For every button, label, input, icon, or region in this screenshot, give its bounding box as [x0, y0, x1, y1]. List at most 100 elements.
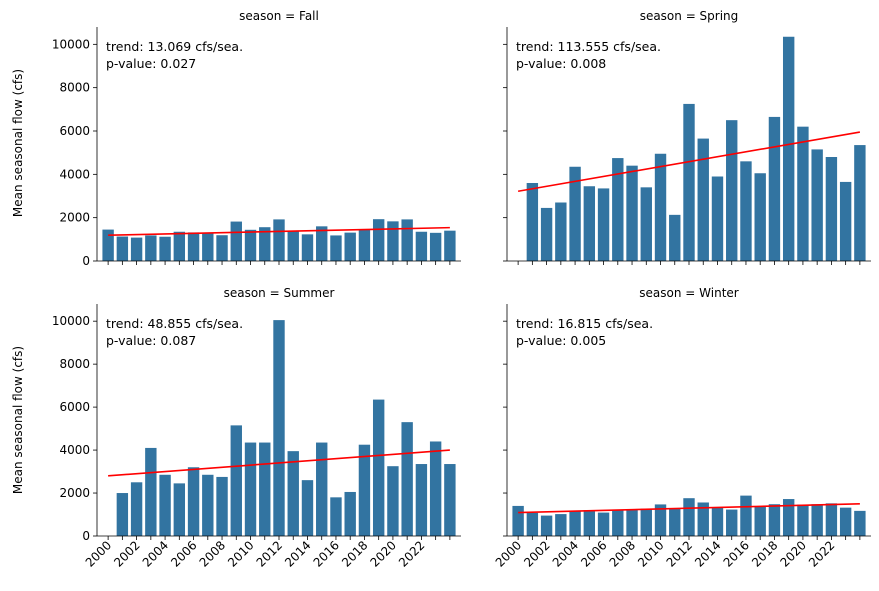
- panel-title: season = Winter: [639, 286, 739, 300]
- bar-2004: [159, 236, 171, 261]
- bar-2022: [825, 503, 838, 536]
- bar-2011: [259, 227, 271, 261]
- bar-2015: [316, 442, 328, 536]
- bar-2015: [316, 226, 328, 261]
- bar-2006: [597, 512, 610, 536]
- bar-2009: [230, 425, 242, 536]
- bar-2002: [130, 237, 143, 261]
- x-tick-label: 2000: [493, 538, 524, 569]
- bar-2006: [187, 232, 200, 261]
- trend-annotation: trend: 16.815 cfs/sea.: [516, 316, 653, 331]
- bar-2022: [415, 464, 428, 536]
- bar-2003: [555, 514, 567, 536]
- panel-title: season = Fall: [239, 9, 319, 23]
- bar-2017: [754, 173, 766, 261]
- bar-2004: [569, 166, 581, 261]
- bar-2008: [626, 165, 638, 261]
- bar-2019: [782, 499, 795, 536]
- bar-2017: [754, 506, 766, 536]
- pvalue-annotation: p-value: 0.005: [516, 333, 606, 348]
- bar-2018: [768, 504, 781, 536]
- bar-2019: [782, 36, 795, 261]
- bar-2019: [372, 219, 385, 261]
- y-tick-label: 2000: [59, 486, 90, 500]
- x-tick-label: 2018: [749, 538, 780, 569]
- bar-2011: [259, 442, 271, 536]
- bar-2023: [429, 232, 442, 261]
- bar-2013: [287, 230, 299, 261]
- facet-panel-2: season = Spring trend: 113.555 cfs/sea. p-…: [503, 9, 871, 265]
- trend-annotation: trend: 13.069 cfs/sea.: [106, 39, 243, 54]
- bar-2005: [173, 483, 186, 536]
- y-tick-label: 4000: [59, 443, 90, 457]
- bar-2001: [526, 512, 539, 536]
- pvalue-annotation: p-value: 0.008: [516, 56, 606, 71]
- bar-2005: [173, 231, 186, 261]
- bar-2003: [145, 447, 157, 536]
- panel-title: season = Spring: [640, 9, 739, 23]
- bar-2010: [244, 442, 257, 536]
- bar-2002: [130, 482, 143, 536]
- bar-2004: [159, 474, 171, 536]
- bar-2023: [429, 441, 442, 536]
- bar-2024: [854, 510, 866, 536]
- y-axis-label-bottom: Mean seasonal flow (cfs): [11, 346, 25, 494]
- bar-2014: [711, 507, 724, 536]
- bar-2001: [116, 236, 129, 261]
- bar-2007: [612, 510, 624, 536]
- bar-2000: [512, 505, 524, 536]
- x-tick-label: 2016: [721, 538, 752, 569]
- trend-line: [108, 449, 450, 477]
- x-tick-label: 2010: [635, 538, 666, 569]
- bar-2014: [711, 176, 724, 261]
- bar-2008: [216, 235, 228, 261]
- y-tick-label: 6000: [59, 124, 90, 138]
- trend-annotation: trend: 48.855 cfs/sea.: [106, 316, 243, 331]
- bar-2024: [444, 464, 456, 536]
- bar-2003: [555, 202, 567, 261]
- y-tick-label: 0: [82, 254, 90, 268]
- bar-2022: [825, 157, 838, 261]
- bar-2005: [583, 510, 596, 536]
- bar-2013: [697, 502, 709, 536]
- bar-2012: [273, 219, 285, 261]
- bar-2002: [540, 515, 553, 536]
- trend-line: [518, 502, 860, 514]
- bar-2012: [683, 498, 695, 536]
- bar-2020: [387, 221, 399, 261]
- trend-annotation: trend: 113.555 cfs/sea.: [516, 39, 661, 54]
- x-tick-label: 2020: [368, 538, 399, 569]
- bar-2023: [839, 507, 852, 536]
- bar-2012: [273, 320, 285, 536]
- bar-2001: [526, 183, 539, 261]
- bar-2014: [301, 480, 314, 536]
- x-tick-label: 2012: [254, 538, 285, 569]
- x-tick-label: 2006: [168, 538, 199, 569]
- y-tick-label: 2000: [59, 211, 90, 225]
- bar-2016: [740, 161, 752, 261]
- x-tick-label: 2014: [282, 538, 313, 569]
- x-tick-label: 2010: [225, 538, 256, 569]
- y-tick-label: 4000: [59, 167, 90, 181]
- x-tick-label: 2004: [550, 538, 581, 569]
- y-tick-label: 10000: [52, 314, 90, 328]
- bar-2022: [415, 231, 428, 261]
- bar-2005: [583, 186, 596, 261]
- bar-2016: [330, 497, 342, 536]
- bar-2010: [654, 153, 667, 261]
- x-tick-label: 2022: [396, 538, 427, 569]
- bar-2008: [216, 476, 228, 536]
- x-tick-label: 2022: [806, 538, 837, 569]
- bar-2023: [839, 181, 852, 261]
- bar-2003: [145, 235, 157, 261]
- bar-2018: [768, 116, 781, 262]
- panel-title: season = Summer: [224, 286, 335, 300]
- bar-2007: [202, 233, 214, 261]
- y-tick-label: 10000: [52, 37, 90, 51]
- x-tick-label: 2002: [111, 538, 142, 569]
- bar-2011: [669, 214, 681, 261]
- x-tick-label: 2004: [140, 538, 171, 569]
- x-tick-label: 2008: [607, 538, 638, 569]
- facet-panels: season = Fall 0 2000 4000 6000 8000 10000 trend…: [52, 9, 871, 570]
- bar-2007: [612, 158, 624, 261]
